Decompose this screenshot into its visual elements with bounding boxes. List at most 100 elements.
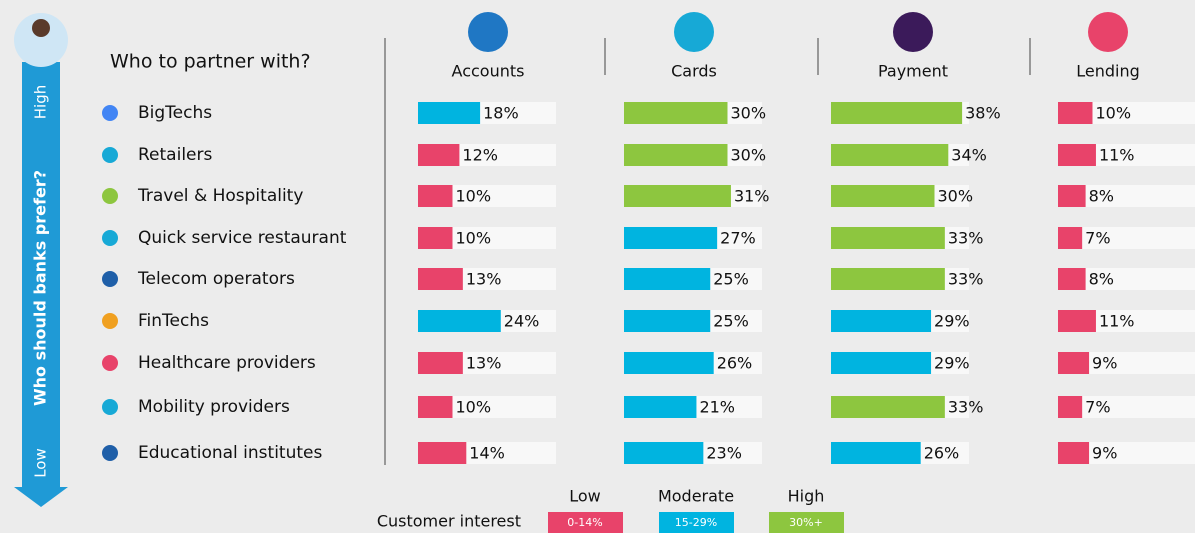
legend-range: 15-29% xyxy=(675,516,717,529)
column-icon xyxy=(1088,12,1128,52)
bar xyxy=(831,310,931,332)
category-icon xyxy=(102,188,118,204)
bar xyxy=(831,227,945,249)
value-label: 13% xyxy=(466,270,502,289)
value-label: 30% xyxy=(938,187,974,206)
category-label: Quick service restaurant xyxy=(138,228,347,248)
value-label: 10% xyxy=(456,229,492,248)
value-label: 9% xyxy=(1092,444,1117,463)
bar xyxy=(831,144,948,166)
bar xyxy=(418,396,453,418)
value-label: 14% xyxy=(469,444,505,463)
bar xyxy=(831,185,935,207)
bar xyxy=(418,442,466,464)
bar xyxy=(418,268,463,290)
value-label: 10% xyxy=(1096,104,1132,123)
value-label: 9% xyxy=(1092,354,1117,373)
value-label: 26% xyxy=(717,354,753,373)
category-icon xyxy=(102,445,118,461)
value-label: 27% xyxy=(720,229,756,248)
column-header: Cards xyxy=(671,62,717,81)
value-label: 29% xyxy=(934,312,970,331)
category-icon xyxy=(102,355,118,371)
value-label: 25% xyxy=(713,270,749,289)
category-icon xyxy=(102,399,118,415)
y-axis-label: Who should banks prefer? xyxy=(31,170,50,406)
column-header: Payment xyxy=(878,62,948,81)
category-icon xyxy=(102,105,118,121)
category-label: Educational institutes xyxy=(138,443,322,463)
bar xyxy=(1058,102,1093,124)
legend-name: Low xyxy=(569,487,601,506)
value-label: 11% xyxy=(1099,312,1135,331)
value-label: 23% xyxy=(706,444,742,463)
legend-title: Customer interest xyxy=(377,512,521,531)
value-label: 26% xyxy=(924,444,960,463)
value-label: 21% xyxy=(699,398,735,417)
value-label: 30% xyxy=(731,104,767,123)
value-label: 10% xyxy=(456,187,492,206)
legend-range: 0-14% xyxy=(567,516,602,529)
category-icon xyxy=(102,147,118,163)
category-label: Telecom operators xyxy=(137,269,295,289)
bar xyxy=(831,268,945,290)
bar xyxy=(831,396,945,418)
category-label: Travel & Hospitality xyxy=(137,186,303,206)
category-label: FinTechs xyxy=(138,311,209,331)
bar xyxy=(418,102,480,124)
bar xyxy=(1058,396,1082,418)
value-label: 12% xyxy=(462,146,498,165)
bar xyxy=(624,442,703,464)
category-label: BigTechs xyxy=(138,103,212,123)
bar xyxy=(624,144,728,166)
bar xyxy=(418,352,463,374)
value-label: 7% xyxy=(1085,229,1110,248)
chart-title: Who to partner with? xyxy=(110,51,311,73)
legend-name: High xyxy=(788,487,825,506)
value-label: 8% xyxy=(1089,187,1114,206)
high-label: High xyxy=(32,85,50,119)
column-icon xyxy=(674,12,714,52)
bar xyxy=(624,268,710,290)
value-label: 10% xyxy=(456,398,492,417)
bar xyxy=(418,185,453,207)
bar xyxy=(1058,442,1089,464)
value-label: 38% xyxy=(965,104,1001,123)
value-label: 18% xyxy=(483,104,519,123)
value-label: 33% xyxy=(948,270,984,289)
category-icon xyxy=(102,230,118,246)
category-icon xyxy=(102,271,118,287)
category-icon xyxy=(102,313,118,329)
value-label: 7% xyxy=(1085,398,1110,417)
value-label: 33% xyxy=(948,229,984,248)
legend-name: Moderate xyxy=(658,487,734,506)
bar xyxy=(1058,144,1096,166)
bar xyxy=(1058,352,1089,374)
bar xyxy=(1058,310,1096,332)
value-label: 31% xyxy=(734,187,770,206)
bar xyxy=(624,396,696,418)
value-label: 13% xyxy=(466,354,502,373)
legend-range: 30%+ xyxy=(789,516,823,529)
bar xyxy=(624,185,731,207)
value-label: 8% xyxy=(1089,270,1114,289)
category-label: Retailers xyxy=(138,145,212,165)
bar xyxy=(418,310,501,332)
bar xyxy=(418,227,453,249)
value-label: 24% xyxy=(504,312,540,331)
bar xyxy=(831,352,931,374)
low-label: Low xyxy=(32,448,50,478)
bar xyxy=(624,310,710,332)
bar xyxy=(418,144,459,166)
value-label: 25% xyxy=(713,312,749,331)
category-label: Mobility providers xyxy=(138,397,290,417)
value-label: 34% xyxy=(951,146,987,165)
chart: High Who should banks prefer? Low Who to… xyxy=(0,0,1195,533)
bar xyxy=(1058,227,1082,249)
column-header: Lending xyxy=(1076,62,1140,81)
person-head xyxy=(32,19,50,37)
value-label: 30% xyxy=(731,146,767,165)
bar xyxy=(1058,185,1086,207)
bar xyxy=(831,442,921,464)
value-label: 33% xyxy=(948,398,984,417)
